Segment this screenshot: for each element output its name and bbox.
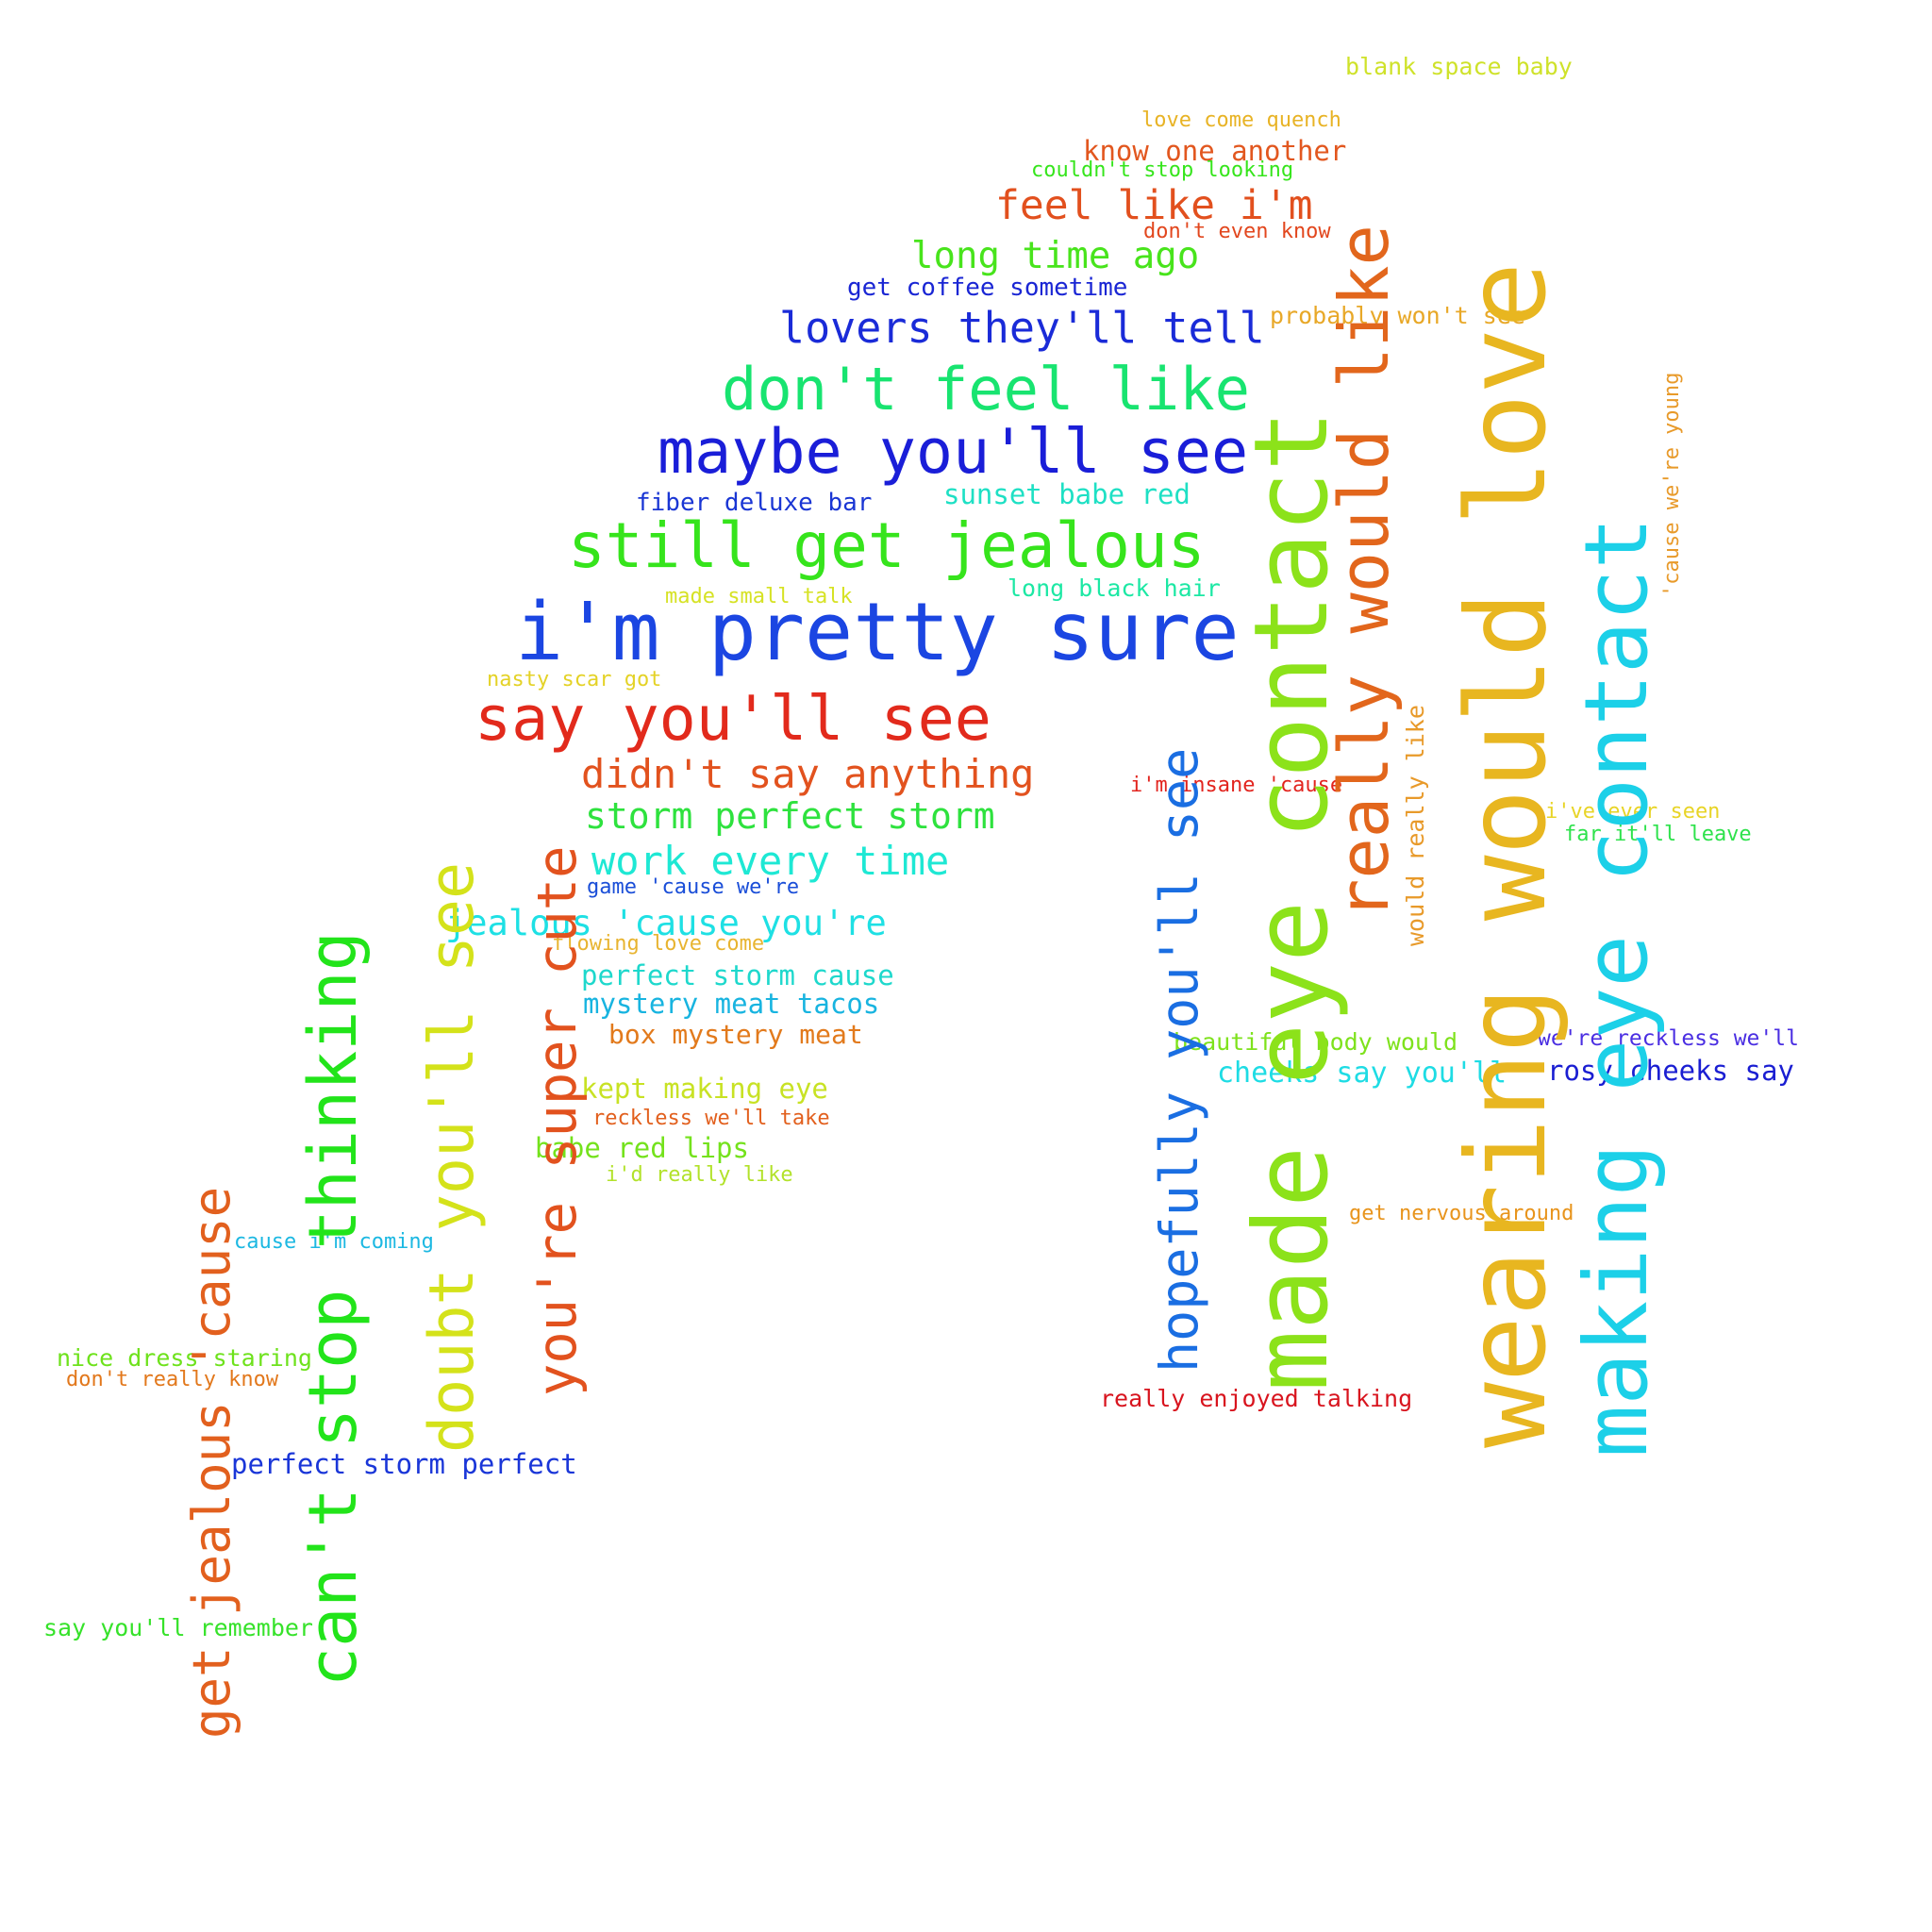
phrase-hopefully-youll-see: hopefully you'll see xyxy=(1149,747,1209,1373)
phrase-love-come-quench: love come quench xyxy=(1141,108,1341,132)
phrase-cant-stop-thinking: can't stop thinking xyxy=(294,931,372,1687)
phrase-really-would-like: really would like xyxy=(1324,225,1404,920)
phrase-fiber-deluxe-bar: fiber deluxe bar xyxy=(636,489,873,517)
phrase-cause-were-young: 'cause we're young xyxy=(1660,372,1684,597)
phrase-nasty-scar-got: nasty scar got xyxy=(487,668,662,691)
phrase-youre-super-cute: you're super cute xyxy=(526,845,589,1396)
phrase-say-youll-remember: say you'll remember xyxy=(43,1614,313,1641)
phrase-mystery-meat-tacos: mystery meat tacos xyxy=(583,988,880,1020)
phrase-box-mystery-meat: box mystery meat xyxy=(608,1019,863,1050)
phrase-reckless-well-take: reckless we'll take xyxy=(592,1107,830,1130)
phrase-still-get-jealous: still get jealous xyxy=(568,509,1206,582)
phrase-perfect-storm-cause: perfect storm cause xyxy=(581,959,894,991)
phrase-im-pretty-sure: i'm pretty sure xyxy=(515,586,1240,679)
phrase-couldnt-stop-looking: couldn't stop looking xyxy=(1031,158,1294,182)
phrase-kept-making-eye: kept making eye xyxy=(581,1073,828,1105)
phrase-im-insane-cause: i'm insane 'cause xyxy=(1130,774,1343,797)
phrase-lovers-theyll-tell: lovers they'll tell xyxy=(779,303,1265,353)
phrase-nice-dress-staring: nice dress staring xyxy=(57,1344,312,1372)
phrase-dont-even-know: don't even know xyxy=(1143,220,1331,243)
phrase-dont-really-know: don't really know xyxy=(66,1368,279,1391)
phrase-flowing-love-come: flowing love come xyxy=(552,932,765,956)
phrase-would-really-like: would really like xyxy=(1402,705,1429,946)
phrase-sunset-babe-red: sunset babe red xyxy=(943,478,1191,510)
phrase-blank-space-baby: blank space baby xyxy=(1345,53,1573,80)
phrase-rosy-cheeks-say: rosy cheeks say xyxy=(1547,1055,1794,1087)
phrase-jealous-cause-youre: jealous 'cause you're xyxy=(445,903,887,943)
phrase-really-enjoyed-talking: really enjoyed talking xyxy=(1100,1385,1413,1412)
phrase-feel-like-im: feel like i'm xyxy=(995,182,1313,229)
phrase-long-time-ago: long time ago xyxy=(911,235,1200,277)
phrase-doubt-youll-see: doubt you'll see xyxy=(417,861,488,1453)
phrase-maybe-youll-see: maybe you'll see xyxy=(658,417,1249,488)
phrase-cause-im-coming: cause i'm coming xyxy=(234,1230,434,1254)
phrase-perfect-storm-perfect: perfect storm perfect xyxy=(231,1448,577,1480)
phrase-far-itll-leave: far it'll leave xyxy=(1564,823,1752,846)
phrase-say-youll-see: say you'll see xyxy=(475,684,991,755)
phrase-were-reckless-well: we're reckless we'll xyxy=(1538,1026,1799,1051)
phrase-get-jealous-cause: get jealous 'cause xyxy=(182,1186,242,1739)
phrase-probably-wont-see: probably won't see xyxy=(1270,302,1525,329)
phrase-babe-red-lips: babe red lips xyxy=(535,1132,749,1164)
phrase-game-cause-were: game 'cause we're xyxy=(587,875,800,899)
phrase-get-coffee-sometime: get coffee sometime xyxy=(847,274,1128,302)
phrase-work-every-time: work every time xyxy=(591,838,950,884)
phrase-didnt-say-anything: didn't say anything xyxy=(581,751,1035,797)
phrase-made-small-talk: made small talk xyxy=(665,585,853,608)
phrase-wearing-would-love: wearing would love xyxy=(1443,261,1571,1448)
phrase-storm-perfect-storm: storm perfect storm xyxy=(585,795,995,837)
phrase-get-nervous-around: get nervous around xyxy=(1349,1202,1574,1225)
phrase-long-black-hair: long black hair xyxy=(1008,575,1221,602)
phrase-dont-feel-like: don't feel like xyxy=(722,355,1250,424)
phrase-know-one-another: know one another xyxy=(1083,135,1347,167)
phrase-cheeks-say-youll: cheeks say you'll xyxy=(1217,1057,1507,1090)
phrase-ive-ever-seen: i've ever seen xyxy=(1545,800,1721,824)
phrase-making-eye-contact: making eye contact xyxy=(1566,517,1667,1457)
phrase-id-really-like: i'd really like xyxy=(606,1163,793,1187)
phrase-beautiful-body-would: beautiful body would xyxy=(1174,1028,1458,1056)
